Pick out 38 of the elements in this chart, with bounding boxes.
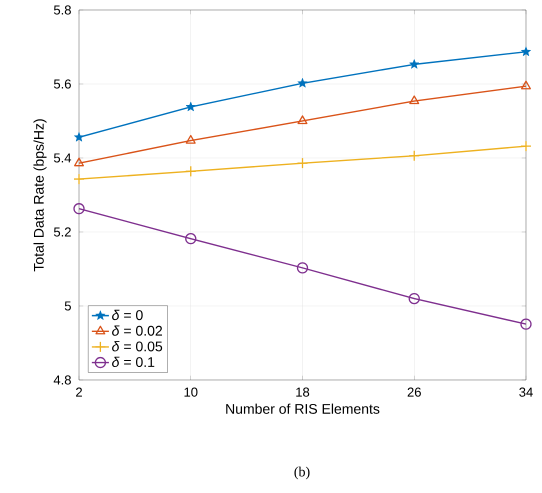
x-tick-label: 34 [519,388,533,397]
point [74,158,84,166]
point [186,102,196,112]
point [409,59,420,69]
point [408,150,420,162]
legend-label: δ = 0 [112,310,143,320]
point [185,233,196,244]
point [73,173,85,185]
y-tick-label: 5 [64,301,71,311]
point [297,78,308,88]
legend-label: δ = 0.02 [112,325,162,336]
y-tick-label: 5.8 [54,5,71,15]
point [298,115,308,124]
point [73,203,85,214]
text: (b) [294,466,310,480]
point [185,166,196,177]
y-tick-label: 5.4 [54,153,72,163]
legend-label: δ = 0.05 [112,341,162,352]
point [521,80,531,90]
point [409,95,420,104]
legend-label: δ = 0.1 [112,356,154,368]
x-tick-label: 2 [76,388,82,397]
point [296,262,308,274]
y-axis-title: Total Data Rate (bps/Hz) [33,119,47,272]
point [408,292,420,304]
point [520,46,531,56]
x-axis-title: Number of RIS Elements [226,404,380,414]
point [74,132,84,142]
point [296,158,308,169]
x-tick-label: 26 [408,388,421,397]
y-tick-label: 5.2 [54,227,71,237]
point [520,140,532,152]
x-tick-label: 18 [296,388,310,397]
point [520,318,532,330]
y-tick-label: 5.6 [54,79,71,89]
x-tick-label: 10 [184,388,198,397]
point [186,134,196,144]
y-tick-label: 4.8 [54,375,71,385]
